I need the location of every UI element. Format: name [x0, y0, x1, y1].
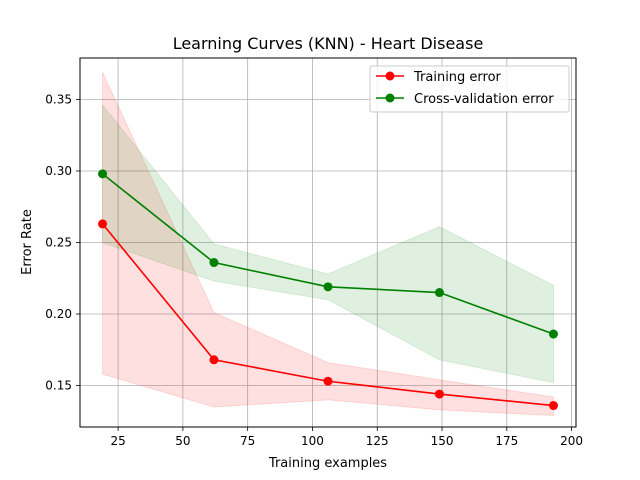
- x-tick-label: 200: [560, 434, 583, 448]
- y-tick-label: 0.35: [45, 92, 72, 106]
- y-tick-label: 0.15: [45, 379, 72, 393]
- point-cross-validation: [98, 169, 108, 179]
- point-training: [209, 355, 219, 365]
- x-axis-label: Training examples: [268, 456, 387, 471]
- x-tick-label: 125: [366, 434, 389, 448]
- legend: Training error Cross-validation error: [369, 65, 570, 113]
- confidence-bands: [102, 72, 554, 417]
- y-tick-label: 0.25: [45, 236, 72, 250]
- legend-marker-training: [385, 71, 395, 81]
- x-tick-label: 150: [431, 434, 454, 448]
- point-training: [434, 389, 444, 399]
- x-tick-label: 175: [495, 434, 518, 448]
- band-cross-validation: [102, 103, 554, 384]
- y-tick-label: 0.20: [45, 307, 72, 321]
- y-tick-label: 0.30: [45, 164, 72, 178]
- legend-marker-cross-validation: [385, 93, 395, 103]
- legend-box: [369, 65, 570, 113]
- grid: [80, 58, 576, 427]
- x-tick-label: 100: [301, 434, 324, 448]
- point-training: [98, 219, 108, 229]
- point-cross-validation: [434, 288, 444, 298]
- point-cross-validation: [323, 282, 333, 292]
- band-training: [102, 72, 554, 417]
- legend-label-training: Training error: [413, 70, 502, 85]
- x-tick-label: 50: [175, 434, 190, 448]
- point-training: [323, 376, 333, 386]
- point-cross-validation: [209, 258, 219, 268]
- series-markers: [98, 169, 558, 411]
- x-axis-ticks: 25 50 75 100 125 150 175 200: [110, 427, 583, 448]
- x-tick-label: 75: [240, 434, 255, 448]
- point-cross-validation: [548, 329, 558, 339]
- chart-title: Learning Curves (KNN) - Heart Disease: [173, 34, 484, 53]
- x-tick-label: 25: [110, 434, 125, 448]
- legend-label-cross-validation: Cross-validation error: [414, 92, 554, 107]
- y-axis-label: Error Rate: [20, 209, 35, 275]
- point-training: [548, 401, 558, 411]
- y-axis-ticks: 0.15 0.20 0.25 0.30 0.35: [45, 92, 80, 393]
